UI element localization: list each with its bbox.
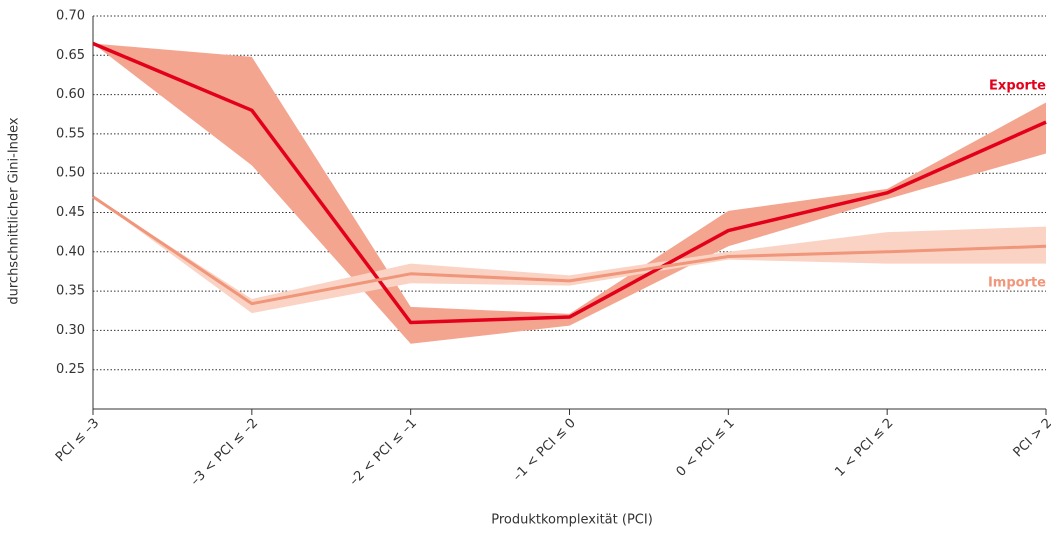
y-tick-label: 0.65 — [56, 48, 85, 63]
series-line — [92, 41, 1047, 325]
x-axis-label: Produktkomplexität (PCI) — [491, 513, 653, 528]
y-tick-label: 0.45 — [56, 205, 85, 220]
x-tick-label: PCI > 2 — [1011, 416, 1051, 461]
series-label: Importe — [988, 276, 1046, 291]
x-tick-label: 1 < PCI ≤ 2 — [832, 416, 896, 480]
x-tick-label: –3 < PCI ≤ –2 — [188, 416, 261, 489]
y-tick-label: 0.55 — [56, 126, 85, 141]
y-tick-label: 0.50 — [56, 166, 85, 181]
confidence-band — [93, 196, 1046, 314]
x-tick-label: PCI ≤ –3 — [53, 416, 102, 465]
y-tick-label: 0.25 — [56, 362, 85, 377]
x-tick-label: –2 < PCI ≤ –1 — [347, 416, 420, 489]
y-tick-label: 0.60 — [56, 87, 85, 102]
series-line — [92, 195, 1047, 306]
y-tick-label: 0.40 — [56, 244, 85, 259]
x-tick-label: 0 < PCI ≤ 1 — [674, 416, 738, 480]
y-tick-label: 0.30 — [56, 323, 85, 338]
y-tick-label: 0.70 — [56, 9, 85, 24]
y-tick-label: 0.35 — [56, 284, 85, 299]
y-axis-label: durchschnittlicher Gini-Index — [7, 117, 22, 305]
x-tick-label: –1 < PCI ≤ 0 — [510, 416, 579, 485]
confidence-band — [93, 43, 1046, 344]
series-label: Exporte — [989, 79, 1046, 94]
